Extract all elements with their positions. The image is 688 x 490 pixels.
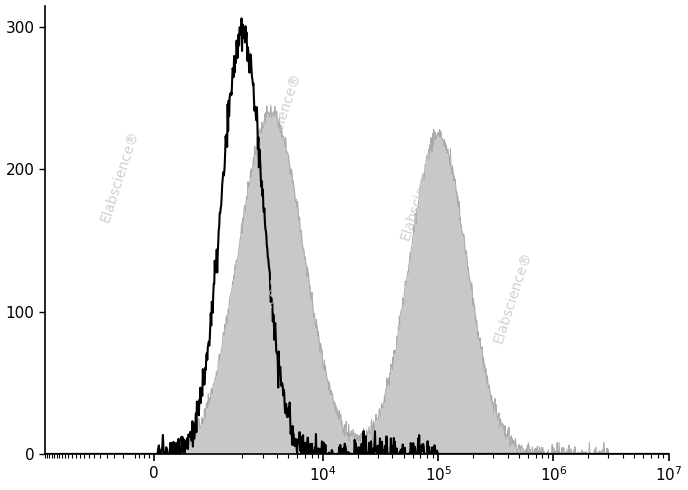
Text: Elabscience®: Elabscience®: [98, 128, 141, 224]
Text: Elabscience®: Elabscience®: [241, 271, 285, 367]
Text: Elabscience®: Elabscience®: [261, 70, 303, 166]
Text: Elabscience®: Elabscience®: [491, 249, 535, 345]
Text: Elabscience®: Elabscience®: [398, 146, 441, 242]
